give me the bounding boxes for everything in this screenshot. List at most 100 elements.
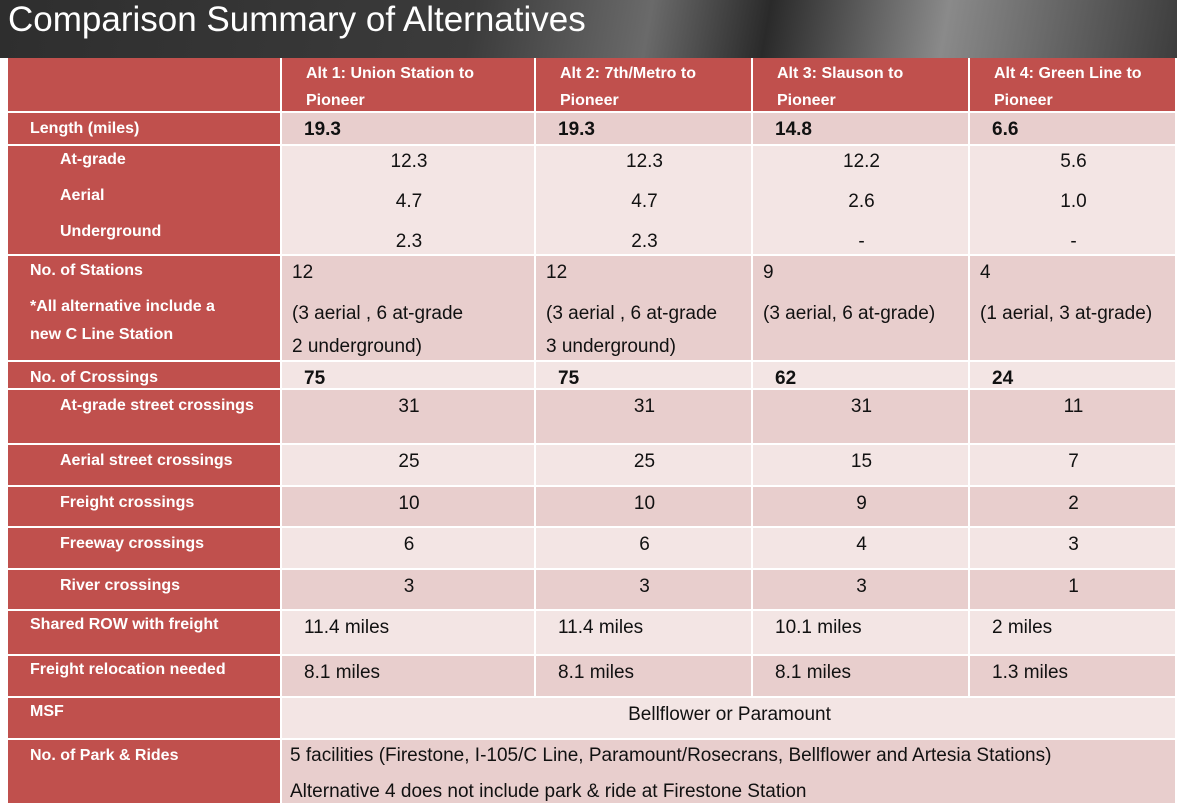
row-label: At-grade xyxy=(60,151,126,168)
station-detail: (1 aerial, 3 at-grade) xyxy=(980,303,1153,324)
row-label-cell xyxy=(8,487,282,528)
data-cell xyxy=(536,528,753,570)
data-cell xyxy=(536,256,753,362)
data-cell xyxy=(753,528,970,570)
cell-value: 11.4 miles xyxy=(558,617,644,638)
cell-value: 2 xyxy=(1068,493,1079,514)
data-cell xyxy=(970,445,1177,487)
data-cell xyxy=(536,146,753,256)
header-cell xyxy=(970,58,1177,113)
data-cell xyxy=(753,445,970,487)
data-cell xyxy=(282,656,536,698)
row-label: MSF xyxy=(30,703,64,720)
cell-value: 25 xyxy=(633,451,656,472)
row-label: No. of Park & Rides xyxy=(30,747,179,764)
cell-value: 8.1 miles xyxy=(304,662,381,683)
data-cell xyxy=(536,362,753,390)
data-cell xyxy=(536,611,753,656)
data-cell xyxy=(753,570,970,611)
row-label: Shared ROW with freight xyxy=(30,616,219,633)
header-cell xyxy=(536,58,753,113)
data-cell xyxy=(753,611,970,656)
row-label: Freeway crossings xyxy=(60,535,205,552)
header-cell xyxy=(282,58,536,113)
data-cell xyxy=(970,390,1177,445)
data-cell xyxy=(536,656,753,698)
cell-value: 75 xyxy=(558,368,580,389)
title-band xyxy=(0,0,1177,58)
station-detail: 3 underground) xyxy=(546,336,676,357)
column-header: Alt 4: Green Line to Pioneer xyxy=(994,65,1142,109)
data-cell xyxy=(970,611,1177,656)
column-header: Alt 2: 7th/Metro to Pioneer xyxy=(560,65,696,109)
cell-value: 6 xyxy=(639,534,650,555)
cell-value: 9 xyxy=(856,493,867,514)
data-cell xyxy=(753,487,970,528)
data-cell xyxy=(282,528,536,570)
data-cell xyxy=(282,611,536,656)
row-label-cell xyxy=(8,362,282,390)
header-cell xyxy=(753,58,970,113)
header-cell xyxy=(8,58,282,113)
row-label-cell xyxy=(8,740,282,803)
cell-value: 12.3 xyxy=(390,151,428,172)
row-label: Aerial street crossings xyxy=(60,452,233,469)
data-cell xyxy=(753,256,970,362)
cell-value: 3 xyxy=(856,576,867,597)
data-cell xyxy=(536,570,753,611)
data-cell xyxy=(282,113,536,146)
cell-value: 7 xyxy=(1068,451,1079,472)
cell-value: 3 xyxy=(1068,534,1079,555)
row-label: Freight relocation needed xyxy=(30,661,226,678)
row-label-cell xyxy=(8,570,282,611)
row-label: Freight crossings xyxy=(60,494,195,511)
row-label: Underground xyxy=(60,223,162,240)
row-label-cell xyxy=(8,528,282,570)
data-cell xyxy=(536,487,753,528)
cell-value: 6 xyxy=(403,534,415,555)
column-header: Alt 1: Union Station to Pioneer xyxy=(306,65,474,109)
cell-value: 8.1 miles xyxy=(558,662,635,683)
data-cell xyxy=(282,698,1177,740)
row-label: No. of Crossings xyxy=(30,369,159,386)
data-cell xyxy=(970,570,1177,611)
row-label-cell xyxy=(8,656,282,698)
station-count: 12 xyxy=(546,262,568,283)
station-detail: (3 aerial , 6 at-grade xyxy=(546,303,718,324)
data-cell xyxy=(753,146,970,256)
cell-value: 10 xyxy=(398,493,420,514)
cell-value: 11 xyxy=(1063,396,1084,417)
data-cell xyxy=(753,362,970,390)
data-cell xyxy=(282,487,536,528)
cell-value: 4 xyxy=(856,534,867,555)
cell-line: Alternative 4 does not include park & ri… xyxy=(290,781,807,802)
data-cell xyxy=(753,113,970,146)
cell-value: 5.6 xyxy=(1060,151,1087,172)
cell-value: 2 miles xyxy=(992,617,1053,638)
cell-value: 75 xyxy=(304,368,326,389)
data-cell xyxy=(282,570,536,611)
cell-value: - xyxy=(1070,231,1077,252)
cell-value: 2.3 xyxy=(395,231,423,252)
row-label: At-grade street crossings xyxy=(60,397,254,414)
cell-value: 1 xyxy=(1068,576,1079,597)
station-detail: (3 aerial, 6 at-grade) xyxy=(763,303,936,324)
station-detail: 2 underground) xyxy=(292,336,422,357)
station-detail: (3 aerial , 6 at-grade xyxy=(292,303,464,324)
row-label-cell xyxy=(8,390,282,445)
cell-value: 4.7 xyxy=(395,191,423,212)
cell-value: Bellflower or Paramount xyxy=(628,704,831,725)
cell-value: 19.3 xyxy=(558,119,595,140)
cell-value: 62 xyxy=(775,368,797,389)
data-cell xyxy=(970,146,1177,256)
row-label-cell xyxy=(8,611,282,656)
cell-value: 31 xyxy=(633,396,656,417)
data-cell xyxy=(970,256,1177,362)
row-label: River crossings xyxy=(60,577,181,594)
cell-value: 6.6 xyxy=(992,119,1019,140)
data-cell xyxy=(536,390,753,445)
cell-value: 31 xyxy=(850,396,873,417)
row-label: Length (miles) xyxy=(30,120,140,137)
row-label: No. of Stations xyxy=(30,262,143,279)
